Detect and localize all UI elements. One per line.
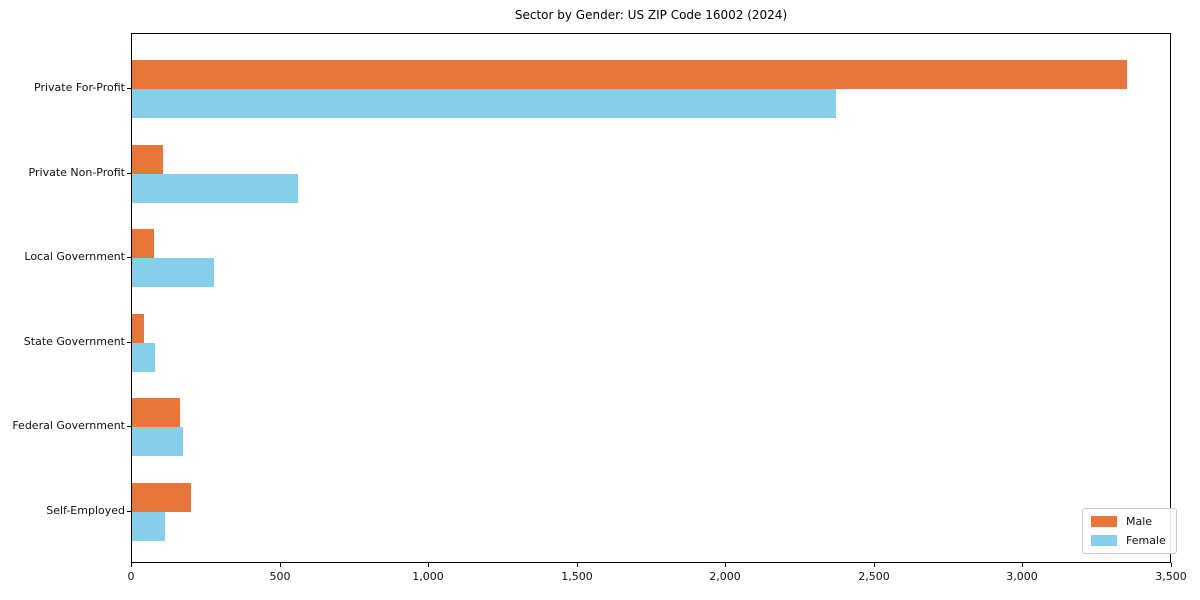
x-tick-2500 bbox=[874, 563, 875, 567]
chart-title: Sector by Gender: US ZIP Code 16002 (202… bbox=[514, 8, 788, 22]
x-tick-label-0: 0 bbox=[127, 570, 135, 583]
bar-female-local-government bbox=[132, 258, 214, 287]
bar-female-self-employed bbox=[132, 511, 165, 541]
y-tick-federal-government bbox=[127, 426, 131, 427]
x-tick-1000 bbox=[428, 563, 429, 567]
y-tick-self-employed bbox=[127, 511, 131, 512]
x-tick-label-3500: 3,500 bbox=[1155, 570, 1187, 583]
y-tick-label-state-government: State Government bbox=[23, 335, 125, 348]
x-tick-label-2500: 2,500 bbox=[858, 570, 890, 583]
y-tick-label-self-employed: Self-Employed bbox=[46, 504, 125, 517]
x-tick-label-500: 500 bbox=[269, 570, 291, 583]
legend-label-male: Male bbox=[1126, 515, 1153, 528]
bar-female-state-government bbox=[132, 342, 155, 372]
x-tick-2000 bbox=[725, 563, 726, 567]
y-tick-label-private-for-profit: Private For-Profit bbox=[34, 81, 125, 94]
bar-male-self-employed bbox=[132, 482, 191, 512]
bar-female-federal-government bbox=[132, 427, 183, 456]
legend-swatch-female bbox=[1091, 535, 1117, 546]
bar-male-private-for-profit bbox=[132, 60, 1127, 89]
y-tick-private-non-profit bbox=[127, 173, 131, 174]
x-tick-0 bbox=[131, 563, 132, 567]
bar-male-local-government bbox=[132, 229, 154, 258]
legend-label-female: Female bbox=[1126, 534, 1166, 547]
x-tick-label-1000: 1,000 bbox=[412, 570, 444, 583]
y-tick-private-for-profit bbox=[127, 88, 131, 89]
bar-female-private-for-profit bbox=[132, 89, 836, 118]
x-tick-label-1500: 1,500 bbox=[561, 570, 593, 583]
bar-male-federal-government bbox=[132, 398, 180, 427]
x-tick-1500 bbox=[577, 563, 578, 567]
legend-entry-male: Male bbox=[1091, 515, 1166, 528]
x-tick-3000 bbox=[1022, 563, 1023, 567]
y-tick-label-private-non-profit: Private Non-Profit bbox=[28, 166, 125, 179]
bar-male-state-government bbox=[132, 313, 144, 343]
x-tick-500 bbox=[280, 563, 281, 567]
x-tick-label-3000: 3,000 bbox=[1006, 570, 1038, 583]
x-tick-3500 bbox=[1171, 563, 1172, 567]
y-tick-local-government bbox=[127, 257, 131, 258]
x-tick-label-2000: 2,000 bbox=[709, 570, 741, 583]
plot-area bbox=[131, 33, 1171, 563]
legend: Male Female bbox=[1082, 508, 1177, 554]
y-tick-label-federal-government: Federal Government bbox=[12, 419, 125, 432]
bar-male-private-non-profit bbox=[132, 144, 163, 174]
legend-swatch-male bbox=[1091, 516, 1117, 527]
legend-entry-female: Female bbox=[1091, 534, 1166, 547]
bar-female-private-non-profit bbox=[132, 173, 298, 203]
y-tick-label-local-government: Local Government bbox=[24, 250, 125, 263]
y-tick-state-government bbox=[127, 342, 131, 343]
